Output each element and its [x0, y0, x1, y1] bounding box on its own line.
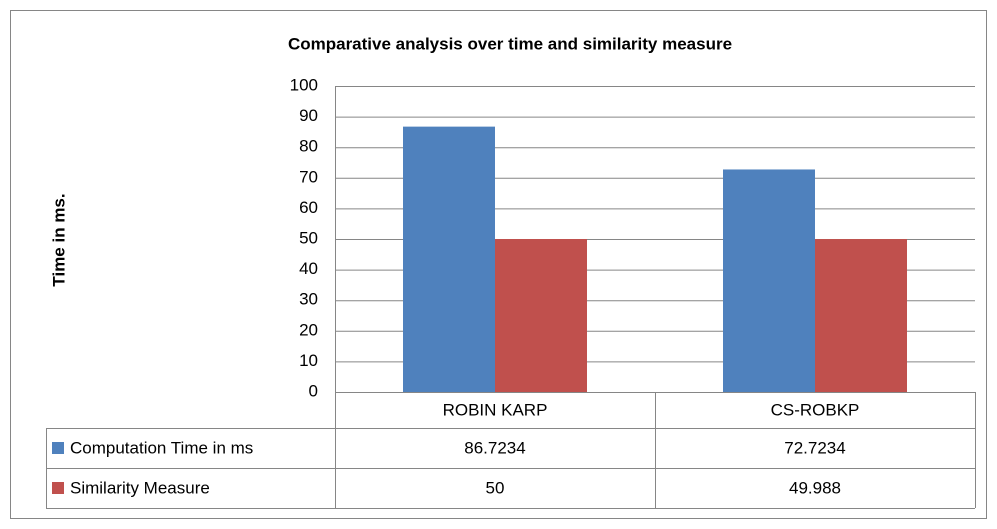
- x-tick-label: ROBIN KARP: [443, 400, 548, 419]
- y-tick-label: 60: [299, 198, 318, 217]
- bar: [403, 126, 495, 392]
- table-value: 72.7234: [784, 438, 845, 457]
- bar: [723, 169, 815, 392]
- legend-swatch: [52, 442, 64, 454]
- legend-label: Computation Time in ms: [70, 438, 253, 457]
- x-tick-label: CS-ROBKP: [771, 400, 860, 419]
- y-axis-label: Time in ms.: [49, 193, 68, 286]
- y-tick-label: 0: [309, 381, 318, 400]
- y-tick-label: 50: [299, 228, 318, 247]
- legend-swatch: [52, 482, 64, 494]
- bar: [815, 239, 907, 392]
- y-tick-label: 90: [299, 106, 318, 125]
- table-value: 86.7234: [464, 438, 525, 457]
- bar: [495, 239, 587, 392]
- y-tick-label: 20: [299, 320, 318, 339]
- y-tick-label: 10: [299, 351, 318, 370]
- table-value: 49.988: [789, 478, 841, 497]
- table-value: 50: [486, 478, 505, 497]
- y-tick-label: 70: [299, 167, 318, 186]
- y-tick-label: 80: [299, 137, 318, 156]
- y-tick-label: 100: [290, 75, 318, 94]
- y-tick-label: 40: [299, 259, 318, 278]
- legend-label: Similarity Measure: [70, 478, 210, 497]
- y-tick-label: 30: [299, 290, 318, 309]
- chart-title: Comparative analysis over time and simil…: [288, 34, 732, 53]
